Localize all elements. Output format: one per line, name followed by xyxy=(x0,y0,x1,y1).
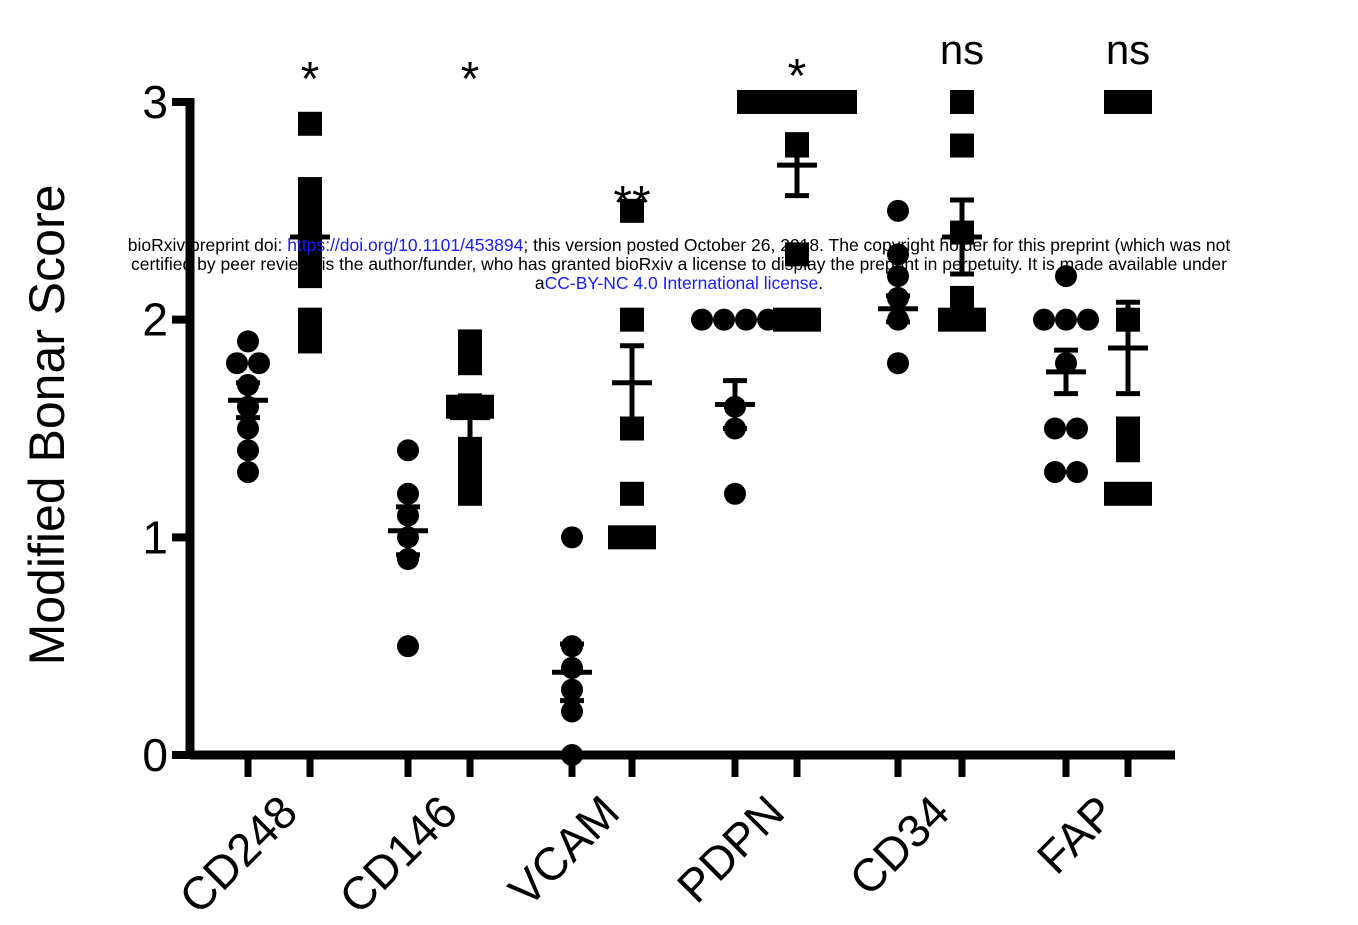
data-point-square xyxy=(1104,481,1128,506)
data-point-square xyxy=(761,90,785,114)
data-point-circle xyxy=(1033,308,1055,331)
data-point-square xyxy=(632,525,656,550)
data-point-circle xyxy=(226,352,248,375)
data-point-circle xyxy=(724,482,746,505)
data-point-circle xyxy=(237,461,259,484)
data-point-square xyxy=(797,307,821,332)
x-tick-label: CD248 xyxy=(169,785,307,923)
data-point-circle xyxy=(887,243,909,266)
y-tick-label: 3 xyxy=(142,76,168,128)
data-point-square xyxy=(1128,481,1152,506)
data-point-circle xyxy=(887,265,909,288)
data-point-circle xyxy=(1044,417,1066,440)
data-point-square xyxy=(458,351,482,376)
data-point-circle xyxy=(1055,265,1077,288)
data-point-square xyxy=(950,285,974,310)
doi-link[interactable]: https://doi.org/10.1101/453894 xyxy=(287,235,524,255)
preprint-watermark: bioRxiv preprint doi: https://doi.org/10… xyxy=(0,236,1358,293)
significance-label: ns xyxy=(940,26,984,73)
data-point-square xyxy=(938,307,962,332)
data-point-circle xyxy=(237,330,259,353)
data-point-square xyxy=(470,394,494,419)
data-point-square xyxy=(458,460,482,485)
data-point-circle xyxy=(561,526,583,549)
data-point-square xyxy=(785,90,809,114)
data-point-square xyxy=(620,198,644,223)
y-tick-label: 1 xyxy=(142,511,168,563)
data-point-square xyxy=(298,307,322,332)
data-point-square xyxy=(446,394,470,419)
data-point-circle xyxy=(397,635,419,658)
significance-label: * xyxy=(461,53,480,106)
data-point-square xyxy=(608,525,632,550)
data-point-circle xyxy=(713,308,735,331)
y-axis-label: Modified Bonar Score xyxy=(19,185,75,666)
watermark-line-1: bioRxiv preprint doi: https://doi.org/10… xyxy=(127,235,1231,255)
significance-label: * xyxy=(301,53,320,106)
data-point-square xyxy=(298,329,322,354)
data-point-square xyxy=(785,242,809,267)
data-point-square xyxy=(458,329,482,354)
data-point-square xyxy=(950,133,974,158)
data-point-circle xyxy=(397,439,419,462)
data-point-circle xyxy=(237,417,259,440)
y-tick-label: 0 xyxy=(142,729,168,781)
x-tick-label: VCAM xyxy=(498,785,629,916)
x-tick-label: CD146 xyxy=(329,785,467,923)
license-link[interactable]: CC-BY-NC 4.0 International license xyxy=(544,273,819,293)
data-point-square xyxy=(962,307,986,332)
data-point-circle xyxy=(1055,308,1077,331)
data-point-square xyxy=(737,90,761,114)
x-tick-label: PDPN xyxy=(667,785,794,912)
data-point-circle xyxy=(887,199,909,222)
data-point-square xyxy=(1104,90,1128,114)
data-point-square xyxy=(833,90,857,114)
y-tick-label: 2 xyxy=(142,294,168,346)
x-tick-label: CD34 xyxy=(839,785,959,905)
significance-label: ns xyxy=(1106,26,1150,73)
x-tick-label: FAP xyxy=(1027,785,1125,883)
data-point-square xyxy=(1116,416,1140,441)
data-point-circle xyxy=(735,308,757,331)
data-point-square xyxy=(1116,438,1140,463)
data-point-circle xyxy=(237,439,259,462)
axes: 0 1 2 3 CD248 CD146 VCAM PDPN CD34 FAP xyxy=(142,76,1175,923)
data-point-square xyxy=(620,307,644,332)
data-point-circle xyxy=(887,352,909,375)
data-point-circle xyxy=(1066,417,1088,440)
data-point-square xyxy=(809,90,833,114)
data-point-circle xyxy=(1077,308,1099,331)
data-point-square xyxy=(458,438,482,463)
watermark-line-3: aCC-BY-NC 4.0 International license. xyxy=(534,273,824,293)
data-point-square xyxy=(298,111,322,136)
data-point-circle xyxy=(248,352,270,375)
data-point-circle xyxy=(561,700,583,723)
data-point-square xyxy=(298,264,322,289)
data-point-square xyxy=(1128,90,1152,114)
data-point-circle xyxy=(561,744,583,766)
data-point-square xyxy=(620,481,644,506)
data-point-square xyxy=(298,177,322,202)
data-point-square xyxy=(458,481,482,506)
data-point-circle xyxy=(1044,461,1066,484)
watermark-line-2: certified by peer review) is the author/… xyxy=(131,254,1227,274)
data-point-square xyxy=(950,90,974,114)
data-point-circle xyxy=(397,482,419,505)
significance-label: * xyxy=(788,50,807,103)
data-point-circle xyxy=(1066,461,1088,484)
data-point-square xyxy=(773,307,797,332)
data-point-circle xyxy=(691,308,713,331)
